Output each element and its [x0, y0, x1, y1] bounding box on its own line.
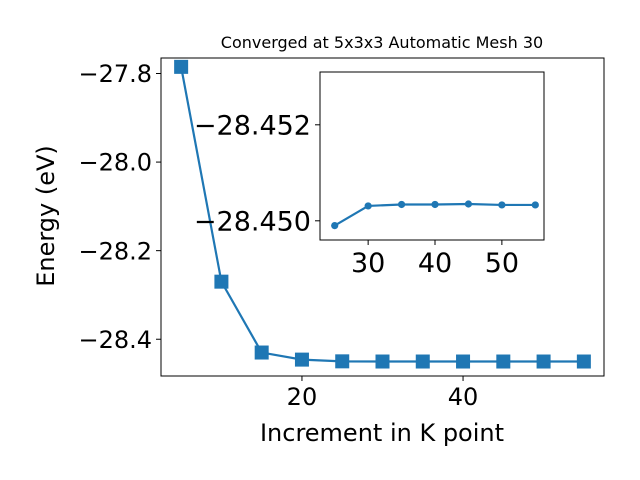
inset-data-point — [431, 200, 439, 209]
inset-x-tick-label: 50 — [485, 248, 519, 279]
main-data-point — [335, 354, 350, 369]
main-y-tick-label: −27.8 — [78, 60, 152, 88]
main-x-tick-label: 40 — [448, 383, 479, 411]
main-data-point — [576, 354, 591, 369]
main-data-point — [456, 354, 471, 369]
inset-y-tick-label: −28.452 — [194, 111, 311, 142]
inset-data-point — [331, 222, 339, 230]
inset-x-tick-label: 40 — [418, 248, 452, 279]
main-data-point — [496, 354, 511, 369]
main-y-tick-label: −28.2 — [78, 237, 152, 265]
inset-data-point — [498, 201, 506, 209]
main-y-tick-label: −28.0 — [78, 149, 152, 177]
inset-x-tick-label: 30 — [351, 248, 385, 279]
main-y-tick-label: −28.4 — [78, 326, 152, 354]
main-data-point — [415, 354, 430, 369]
inset-data-point — [531, 201, 539, 209]
main-data-point — [294, 352, 309, 367]
chart-title: Converged at 5x3x3 Automatic Mesh 30 — [221, 33, 543, 52]
main-axes-frame — [160, 57, 605, 377]
inset-plot-area: 30 40 50 −28.452 −28.450 — [194, 71, 545, 279]
main-data-point — [214, 274, 229, 289]
main-data-point — [536, 354, 551, 369]
main-data-point — [254, 345, 269, 360]
x-axis-label: Increment in K point — [260, 419, 504, 447]
y-axis-label: Energy (eV) — [32, 145, 60, 287]
inset-axes-frame — [319, 71, 545, 241]
inset-data-point — [464, 200, 473, 208]
inset-y-tick-label: −28.450 — [194, 207, 311, 238]
inset-data-point — [397, 200, 406, 209]
inset-data-point — [364, 202, 372, 210]
main-x-tick-label: 20 — [287, 383, 318, 411]
main-data-point — [174, 59, 189, 74]
main-plot-area: 20 40 −27.8 −28.0 −28.2 −28.4 — [78, 57, 605, 411]
main-data-point — [375, 354, 390, 369]
